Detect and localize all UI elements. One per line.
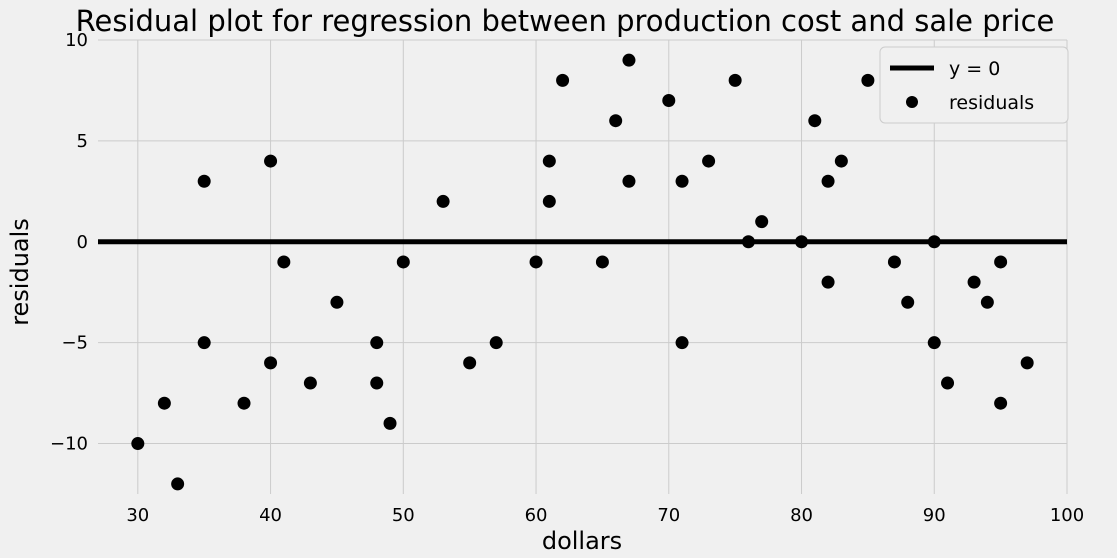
residual-point: [901, 295, 915, 309]
residual-point: [197, 174, 211, 188]
residual-point: [264, 356, 278, 370]
residual-point: [131, 437, 145, 451]
residual-point: [861, 73, 875, 87]
scatter-points: [131, 53, 1034, 491]
residual-point: [330, 295, 344, 309]
residual-point: [237, 396, 251, 410]
residual-point: [609, 114, 623, 128]
residual-point: [370, 376, 384, 390]
residual-point: [542, 154, 556, 168]
residual-point: [741, 235, 755, 249]
y-tick-label: 5: [77, 131, 88, 152]
x-tick-label: 40: [259, 505, 282, 526]
residual-point: [595, 255, 609, 269]
residual-point: [675, 336, 689, 350]
residual-point: [994, 255, 1008, 269]
residual-point: [542, 194, 556, 208]
y-tick-label: 0: [77, 232, 88, 253]
x-tick-label: 60: [525, 505, 548, 526]
y-tick-labels: −10 −5 0 5 10: [50, 30, 88, 455]
x-tick-label: 70: [657, 505, 680, 526]
residual-point: [821, 174, 835, 188]
x-tick-label: 30: [126, 505, 149, 526]
residual-point: [994, 396, 1008, 410]
x-tick-label: 80: [790, 505, 813, 526]
legend-entry-residuals: residuals: [949, 92, 1034, 114]
residual-point: [662, 94, 676, 108]
residual-point: [834, 154, 848, 168]
residual-point: [821, 275, 835, 289]
chart-title: Residual plot for regression between pro…: [76, 4, 1055, 38]
residual-point: [489, 336, 503, 350]
residual-point: [927, 235, 941, 249]
legend-marker-swatch: [906, 96, 918, 108]
residual-point: [980, 295, 994, 309]
residual-point: [157, 396, 171, 410]
y-tick-label: 10: [65, 30, 88, 51]
residual-point: [370, 336, 384, 350]
residual-point: [277, 255, 291, 269]
residual-point: [622, 174, 636, 188]
legend: y = 0 residuals: [879, 46, 1069, 124]
residual-point: [702, 154, 716, 168]
y-tick-label: −10: [50, 434, 88, 455]
residual-point: [303, 376, 317, 390]
residual-point: [556, 73, 570, 87]
residual-point: [197, 336, 211, 350]
residual-point: [755, 215, 769, 229]
residual-point: [264, 154, 278, 168]
residual-point: [808, 114, 822, 128]
residual-point: [795, 235, 809, 249]
residual-point: [728, 73, 742, 87]
y-axis-label: residuals: [6, 218, 34, 326]
x-axis-label: dollars: [542, 527, 622, 555]
residual-point: [887, 255, 901, 269]
x-tick-label: 100: [1050, 505, 1084, 526]
x-tick-label: 50: [392, 505, 415, 526]
residual-point: [396, 255, 410, 269]
residual-point: [171, 477, 185, 491]
y-tick-label: −5: [61, 333, 88, 354]
residual-point: [1020, 356, 1034, 370]
residual-point: [463, 356, 477, 370]
residual-point: [941, 376, 955, 390]
residual-point: [622, 53, 636, 67]
x-tick-label: 90: [923, 505, 946, 526]
residual-point: [967, 275, 981, 289]
residual-point: [675, 174, 689, 188]
residual-point: [436, 194, 450, 208]
residual-point: [927, 336, 941, 350]
residual-point: [529, 255, 543, 269]
legend-entry-line: y = 0: [949, 58, 1000, 80]
residual-point: [383, 416, 397, 430]
x-tick-labels: 30 40 50 60 70 80 90 100: [126, 505, 1084, 526]
